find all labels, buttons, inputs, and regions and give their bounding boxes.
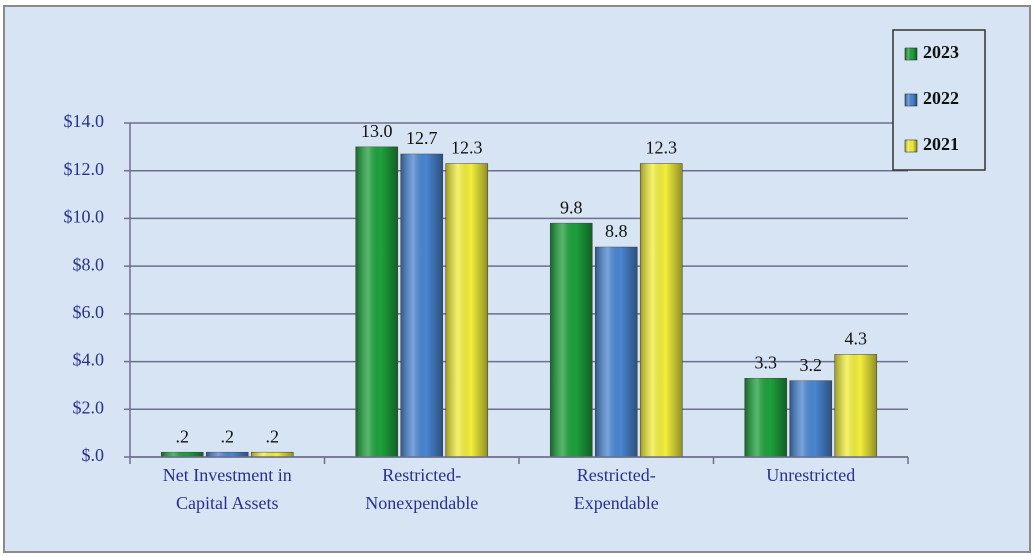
value-label: 12.3 — [646, 138, 678, 158]
legend-label: 2021 — [923, 134, 959, 154]
value-label: .2 — [176, 426, 190, 446]
legend-swatch-shade — [905, 140, 917, 152]
value-label: 4.3 — [845, 329, 868, 349]
x-tick-label: Net Investment in Capital Assets — [163, 465, 292, 513]
value-label: 3.2 — [800, 355, 823, 375]
bar-shade — [251, 452, 294, 457]
value-label: 3.3 — [755, 352, 778, 372]
y-tick-label: $2.0 — [73, 397, 105, 417]
y-tick-label: $.0 — [82, 445, 105, 465]
bar-shade — [640, 163, 683, 458]
bar-shade — [161, 452, 204, 457]
bar-shade — [206, 452, 249, 457]
bar-shade — [355, 146, 398, 457]
y-tick-label: $14.0 — [64, 111, 105, 131]
legend-swatch-shade — [905, 48, 917, 60]
y-tick-label: $8.0 — [73, 254, 105, 274]
legend-label: 2022 — [923, 88, 959, 108]
bar-shade — [595, 247, 638, 457]
legend-label: 2023 — [923, 42, 959, 62]
bar-shade — [744, 378, 787, 457]
bar-shade — [834, 354, 877, 457]
y-tick-label: $4.0 — [73, 350, 105, 370]
y-tick-label: $12.0 — [64, 159, 105, 179]
value-label: 9.8 — [560, 197, 583, 217]
bar-shade — [445, 163, 488, 458]
bar-shade — [400, 154, 443, 457]
y-tick-label: $6.0 — [73, 302, 105, 322]
legend-swatch-shade — [905, 94, 917, 106]
x-tick-label: Unrestricted — [766, 465, 855, 485]
x-tick-label: Restricted-Nonexpendable — [365, 465, 478, 513]
value-label: 12.7 — [406, 128, 438, 148]
bar-shade — [550, 223, 593, 457]
x-tick-label: Restricted-Expendable — [574, 465, 659, 513]
value-label: 13.0 — [361, 121, 393, 141]
value-label: .2 — [221, 426, 235, 446]
value-label: .2 — [266, 426, 280, 446]
bar-shade — [789, 380, 832, 457]
value-label: 12.3 — [451, 138, 483, 158]
y-tick-label: $10.0 — [64, 207, 105, 227]
value-label: 8.8 — [605, 221, 628, 241]
chart-background — [3, 5, 1031, 553]
